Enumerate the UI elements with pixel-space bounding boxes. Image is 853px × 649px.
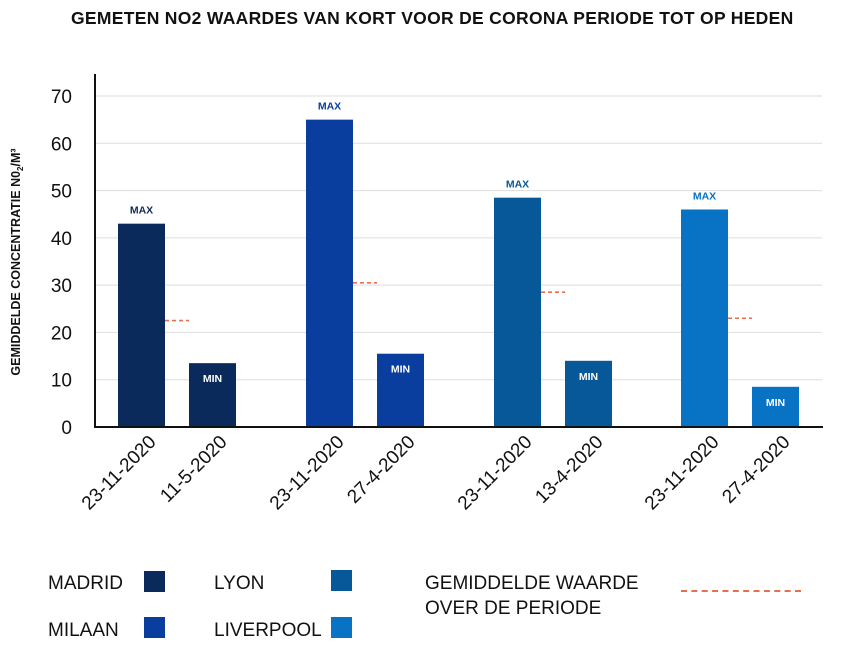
y-axis-ticks: 0 10 20 30 40 50 60 70 — [51, 87, 72, 439]
bar — [377, 353, 424, 427]
legend-label-average-line2: OVER DE PERIODE — [425, 598, 602, 619]
x-tick-label: 23-11-2020 — [641, 432, 724, 515]
x-tick-label: 11-5-2020 — [156, 432, 231, 507]
chart-title: GEMETEN NO2 WAARDES VAN KORT VOOR DE COR… — [71, 8, 794, 28]
bar-labels: MAX MIN MAX MIN MAX MIN MAX MIN — [130, 101, 785, 409]
y-tick-label: 10 — [51, 371, 72, 392]
x-tick-label: 23-11-2020 — [454, 432, 537, 515]
legend-swatch-liverpool — [331, 617, 352, 638]
y-tick-label: 50 — [51, 182, 72, 203]
bar — [494, 197, 541, 427]
bar — [681, 209, 728, 427]
x-tick-label: 23-11-2020 — [266, 432, 349, 515]
legend-swatch-milaan — [144, 617, 165, 638]
y-axis-label: GEMIDDELDE CONCENTRATIE N02/M³ — [9, 148, 25, 375]
bar-label-min: MIN — [579, 371, 598, 383]
y-tick-label: 70 — [51, 87, 72, 108]
bar — [189, 363, 236, 427]
bar-label-min: MIN — [391, 364, 410, 376]
legend-label-average-line1: GEMIDDELDE WAARDE — [425, 573, 639, 594]
legend-label-milaan: MILAAN — [48, 620, 119, 641]
y-tick-label: 30 — [51, 276, 72, 297]
bar-label-min: MIN — [203, 373, 222, 385]
bar-label-max: MAX — [130, 205, 153, 217]
y-tick-label: 20 — [51, 323, 72, 344]
bar-label-min: MIN — [766, 397, 785, 409]
x-tick-label: 23-11-2020 — [78, 432, 161, 515]
bar-label-max: MAX — [506, 179, 529, 191]
legend-swatch-lyon — [331, 570, 352, 591]
legend-label-lyon: LYON — [214, 573, 265, 594]
y-tick-label: 40 — [51, 229, 72, 250]
legend-swatch-madrid — [144, 571, 165, 592]
bar-label-max: MAX — [318, 101, 341, 113]
y-tick-label: 0 — [61, 418, 72, 439]
legend-label-madrid: MADRID — [48, 573, 123, 594]
legend-average-dash — [681, 590, 801, 592]
bar — [752, 386, 799, 427]
legend-label-liverpool: LIVERPOOL — [214, 620, 322, 641]
bars — [118, 119, 799, 428]
x-tick-label: 27-4-2020 — [718, 432, 794, 508]
x-tick-label: 13-4-2020 — [531, 432, 607, 508]
average-lines — [165, 281, 752, 322]
y-tick-label: 60 — [51, 134, 72, 155]
bar — [118, 223, 165, 427]
bar-label-max: MAX — [693, 190, 716, 202]
bar — [306, 119, 353, 428]
bar-chart: 0 10 20 30 40 50 60 70 MAX MIN MAX MIN MAX MIN MAX MIN… — [9, 74, 823, 515]
x-tick-label: 27-4-2020 — [343, 432, 419, 508]
bar — [565, 360, 612, 427]
